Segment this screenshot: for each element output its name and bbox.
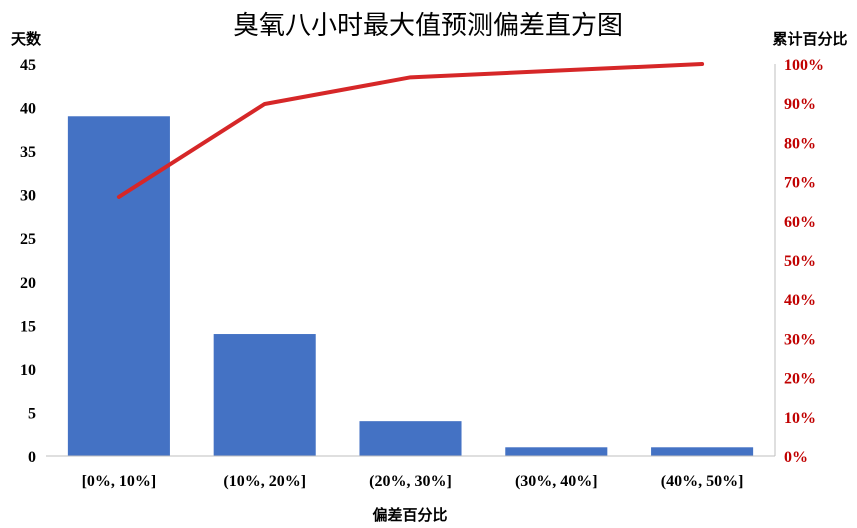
y-tick-label: 20 <box>20 275 36 292</box>
y-tick-label: 15 <box>20 318 36 335</box>
chart-title: 臭氧八小时最大值预测偏差直方图 <box>233 11 623 41</box>
y2-tick-label: 10% <box>784 410 816 427</box>
y2-tick-label: 90% <box>784 96 816 113</box>
plot-area: 0 5 10 15 20 25 30 35 40 45 0% 10% 20% 30% 40% 50% 60% 70… <box>20 57 824 490</box>
y-tick-label: 5 <box>28 405 36 422</box>
y2-tick-label: 70% <box>784 175 816 192</box>
bar <box>67 116 170 457</box>
bar <box>359 421 462 456</box>
x-tick-label: (10%, 20%] <box>223 473 306 490</box>
y2-axis-label: 累计百分比 <box>772 30 847 48</box>
y2-tick-label: 30% <box>784 331 816 348</box>
y2-tick-label: 100% <box>784 57 824 74</box>
bar <box>213 334 316 456</box>
y2-tick-label: 50% <box>784 253 816 270</box>
y-axis-label: 天数 <box>11 30 42 48</box>
y-tick-label: 25 <box>20 231 36 248</box>
y2-tick-label: 60% <box>784 214 816 231</box>
y2-tick-label: 20% <box>784 371 816 388</box>
x-tick-label: (40%, 50%] <box>661 473 744 490</box>
cumulative-line <box>116 62 705 199</box>
y-tick-label: 40 <box>20 101 36 118</box>
y-tick-label: 0 <box>28 449 36 466</box>
y2-tick-label: 40% <box>784 292 816 309</box>
y-tick-label: 10 <box>20 362 36 379</box>
bar <box>505 447 608 456</box>
x-tick-label: (20%, 30%] <box>369 473 452 490</box>
y2-tick-label: 0% <box>784 449 808 466</box>
y-tick-label: 45 <box>20 57 36 74</box>
x-axis-label: 偏差百分比 <box>372 506 447 524</box>
y-tick-label: 35 <box>20 144 36 161</box>
x-tick-label: [0%, 10%] <box>82 473 157 490</box>
bar <box>651 447 754 456</box>
y-tick-label: 30 <box>20 188 36 205</box>
y2-tick-label: 80% <box>784 135 816 152</box>
x-tick-label: (30%, 40%] <box>515 473 598 490</box>
